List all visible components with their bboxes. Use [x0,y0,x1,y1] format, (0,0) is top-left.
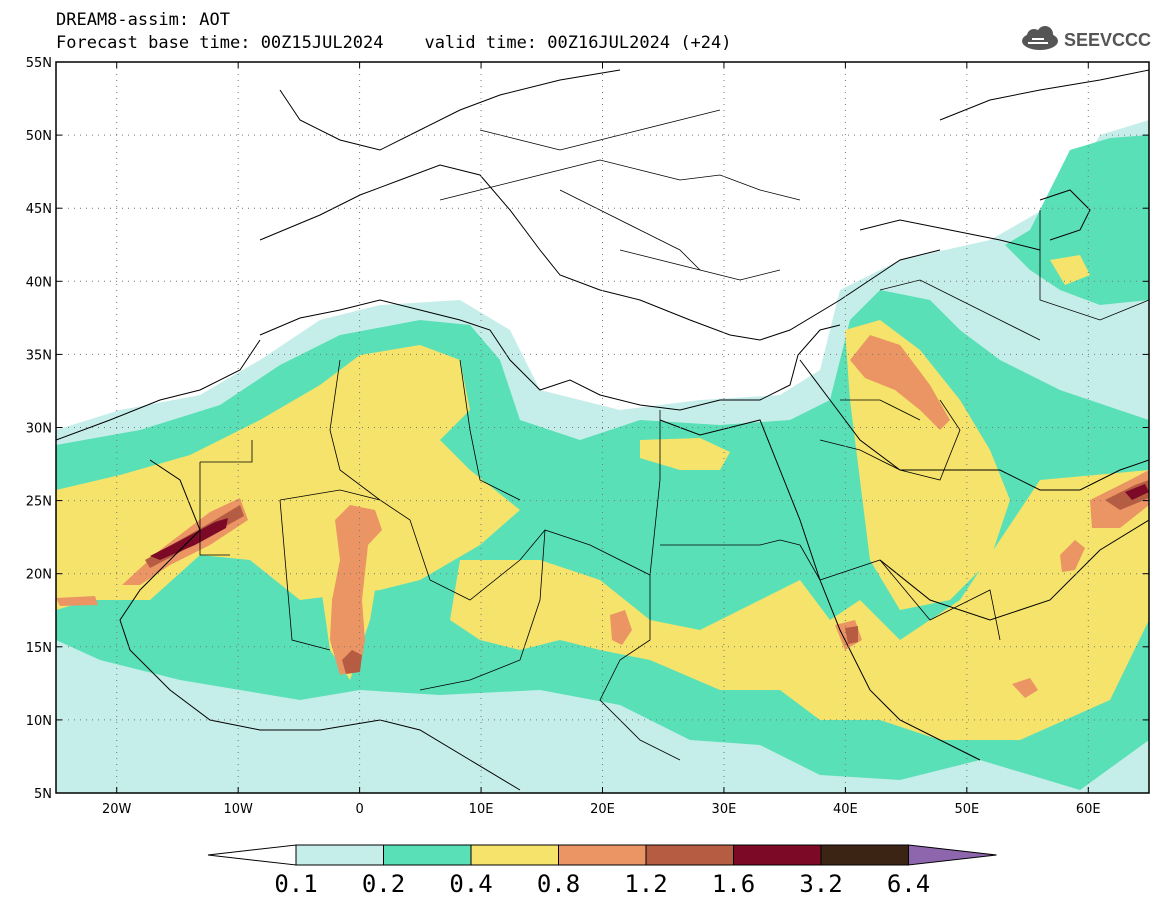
lon-label: 30E [712,802,737,817]
lon-label: 50E [954,802,979,817]
colorbar-under-arrow [207,844,297,866]
colorbar-swatch [470,844,559,866]
colorbar-label: 0.2 [362,870,405,898]
lon-label: 10E [469,802,494,817]
lat-label: 50N [26,129,52,144]
lon-label: 20W [102,802,132,817]
colorbar-swatch [383,844,472,866]
country-borders [199,109,1149,761]
colorbar-swatch [645,844,734,866]
lat-label: 30N [26,422,52,437]
lat-label: 20N [26,568,52,583]
lat-label: 55N [26,56,52,71]
longitude-labels: 20W 10W 0 10E 20E 30E 40E 50E 60E [102,802,1101,817]
lat-label: 40N [26,275,52,290]
lat-label: 45N [26,202,52,217]
colorbar-swatch [558,844,647,866]
colorbar-over-arrow [908,844,997,866]
seevccc-logo: SEEVCCC [1022,26,1151,50]
lon-label: 40E [833,802,858,817]
lon-label: 20E [590,802,615,817]
lon-label: 60E [1076,802,1101,817]
aot-field [56,120,1149,793]
colorbar-label: 0.8 [537,870,580,898]
logo-text: SEEVCCC [1064,30,1151,50]
latitude-labels: 55N 50N 45N 40N 35N 30N 25N 20N 15N 10N 5N [26,56,52,802]
aot-level-1.6 [150,484,1149,560]
lat-label: 10N [26,714,52,729]
colorbar: 0.1 0.2 0.4 0.8 1.2 1.6 3.2 6.4 [207,844,997,898]
lon-label: 10W [223,802,253,817]
lon-label: 0 [355,802,363,817]
colorbar-label: 1.2 [624,870,667,898]
colorbar-swatch [295,844,384,866]
colorbar-label: 3.2 [799,870,842,898]
lat-label: 15N [26,641,52,656]
graticule [56,62,1149,793]
lat-label: 25N [26,495,52,510]
axis-ticks [56,61,1149,794]
colorbar-swatch [820,844,909,866]
lat-label: 5N [34,787,52,802]
colorbar-label: 1.6 [712,870,755,898]
colorbar-label: 0.1 [274,870,317,898]
colorbar-label: 6.4 [887,870,930,898]
colorbar-label: 0.4 [449,870,492,898]
map-title: DREAM8-assim: AOT [56,10,230,30]
lat-label: 35N [26,348,52,363]
forecast-times: Forecast base time: 00Z15JUL2024 valid t… [56,33,732,53]
colorbar-swatch [733,844,822,866]
cloud-icon [1022,26,1058,50]
